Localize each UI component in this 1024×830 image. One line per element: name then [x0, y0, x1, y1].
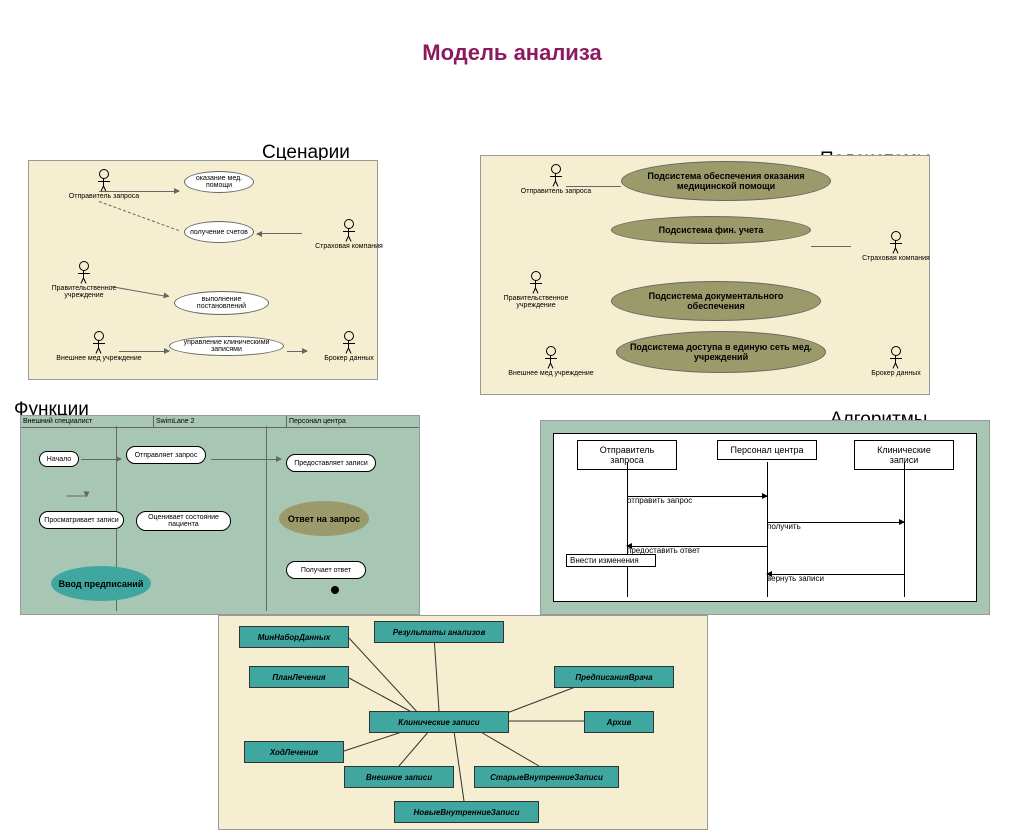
seq-note: Внести изменения	[566, 554, 656, 567]
subsystem-oval: Подсистема обеспечения оказания медицинс…	[621, 161, 831, 201]
class-box: ПредписанияВрача	[554, 666, 674, 688]
seq-message: вернуть записи	[767, 574, 824, 583]
seq-message: отправить запрос	[627, 496, 692, 505]
actor: Отправитель запроса	[59, 169, 149, 200]
actor: Внешнее мед учреждение	[506, 346, 596, 377]
activity-node: Начало	[39, 451, 79, 467]
class-box: НовыеВнутренниеЗаписи	[394, 801, 539, 823]
actor: Правительственное учреждение	[39, 261, 129, 299]
activity-node: Получает ответ	[286, 561, 366, 579]
functions-panel: Внешний специалистSwimLane 2Персонал цен…	[20, 415, 420, 615]
activity-node: Предоставляет записи	[286, 454, 376, 472]
class-box: Внешние записи	[344, 766, 454, 788]
seq-participant: Персонал центра	[717, 440, 817, 460]
usecase: оказание мед. помощи	[184, 171, 254, 193]
data-panel: МинНаборДанных Результаты анализов ПланЛеч…	[218, 615, 708, 830]
activity-node: Оценивает состояние пациента	[136, 511, 231, 531]
actor: Правительственное учреждение	[491, 271, 581, 309]
subsystem-oval: Подсистема доступа в единую сеть мед. уч…	[616, 331, 826, 373]
usecase: получение счетов	[184, 221, 254, 243]
swimlane-header: Внешний специалист	[21, 416, 154, 427]
seq-message: получить	[767, 522, 801, 531]
scenarios-panel: Отправитель запроса Страховая компания П…	[28, 160, 378, 380]
actor: Страховая компания	[851, 231, 941, 262]
class-box: ХодЛечения	[244, 741, 344, 763]
actor: Внешнее мед учреждение	[54, 331, 144, 362]
actor: Страховая компания	[304, 219, 394, 250]
lifeline	[627, 462, 628, 597]
subsystem-oval: Подсистема фин. учета	[611, 216, 811, 244]
class-box: ПланЛечения	[249, 666, 349, 688]
class-box: Клинические записи	[369, 711, 509, 733]
activity-oval: Ввод предписаний	[51, 566, 151, 601]
subsystems-panel: Отправитель запроса Страховая компания П…	[480, 155, 930, 395]
actor: Отправитель запроса	[511, 164, 601, 195]
subsystem-oval: Подсистема документального обеспечения	[611, 281, 821, 321]
page-title: Модель анализа	[0, 40, 1024, 66]
actor: Брокер данных	[851, 346, 941, 377]
algorithms-panel: Отправитель запросаПерсонал центраКлинич…	[540, 420, 990, 615]
lifeline	[904, 462, 905, 597]
activity-node: Просматривает записи	[39, 511, 124, 529]
swimlane-header: SwimLane 2	[154, 416, 287, 427]
actor: Брокер данных	[304, 331, 394, 362]
usecase: выполнение постановлений	[174, 291, 269, 315]
usecase: управление клиническими записями	[169, 336, 284, 356]
activity-node: Отправляет запрос	[126, 446, 206, 464]
class-box: МинНаборДанных	[239, 626, 349, 648]
activity-oval: Ответ на запрос	[279, 501, 369, 536]
class-box: СтарыеВнутренниеЗаписи	[474, 766, 619, 788]
swimlane-header: Персонал центра	[287, 416, 419, 427]
class-box: Архив	[584, 711, 654, 733]
class-box: Результаты анализов	[374, 621, 504, 643]
